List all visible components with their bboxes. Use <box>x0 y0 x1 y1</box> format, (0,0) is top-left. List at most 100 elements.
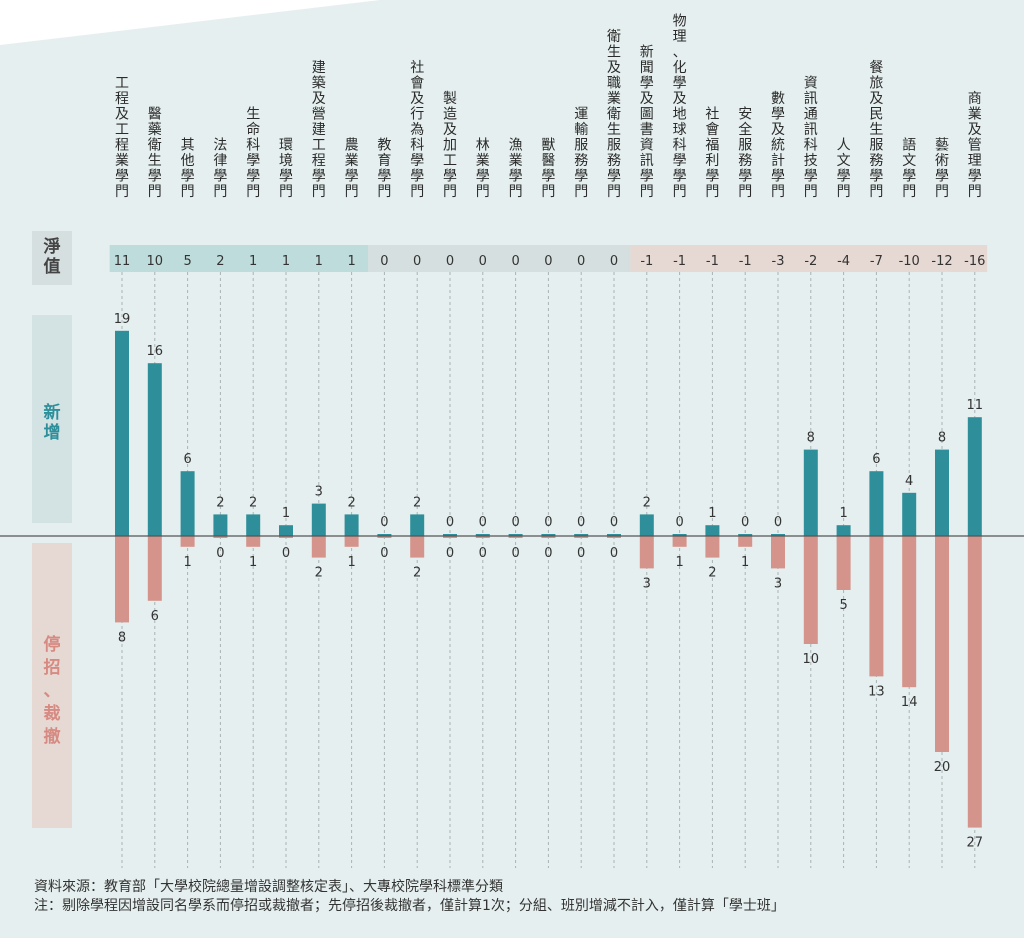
removed-value-label: 0 <box>544 546 552 561</box>
added-value-label: 6 <box>183 452 191 467</box>
removed-bar <box>738 536 753 547</box>
category-label-char: 境 <box>279 153 293 169</box>
net-value-label: 0 <box>380 254 388 269</box>
added-bar <box>246 514 261 536</box>
labels-group: 淨值新增停招、裁撤工程及工程業學門11198醫藥衛生學門10166其他學門561… <box>44 14 986 851</box>
net-value-label: -3 <box>772 254 785 269</box>
added-bar <box>410 514 425 536</box>
category-label-char: 科 <box>804 138 818 154</box>
category-label-char: 科 <box>246 138 260 154</box>
category-label-char: 社 <box>705 107 719 123</box>
category-label-char: 醫 <box>541 153 555 169</box>
category-label-char: 門 <box>148 184 162 200</box>
added-bar <box>574 534 589 536</box>
category-label-char: 衛 <box>607 29 621 45</box>
category-label-char: 生 <box>607 122 621 138</box>
category-label-char: 圖 <box>640 107 654 123</box>
corner-decoration <box>0 0 380 45</box>
added-value-label: 1 <box>708 506 716 521</box>
added-bar <box>803 449 818 536</box>
removed-bar <box>771 536 785 569</box>
removed-bar <box>639 536 654 569</box>
category-label-char: 衛 <box>148 138 162 154</box>
category-label-char: 服 <box>574 138 588 154</box>
category-label-char: 統 <box>771 138 785 154</box>
category-label-char: 業 <box>607 91 621 107</box>
net-value-label: 0 <box>479 254 487 269</box>
net-value-label: 0 <box>446 254 454 269</box>
category-label-char: 工 <box>443 153 457 169</box>
net-row-label-char: 值 <box>44 256 61 277</box>
net-value-label: -10 <box>899 254 920 269</box>
removed-bar <box>410 536 425 558</box>
category-label-char: 利 <box>705 153 719 169</box>
removed-bar <box>967 536 982 828</box>
category-label-char: 運 <box>574 107 588 123</box>
category-label-char: 社 <box>410 60 424 76</box>
added-bar <box>475 534 490 536</box>
net-value-label: -4 <box>837 254 850 269</box>
net-value-label: 1 <box>249 254 257 269</box>
removed-bar <box>869 536 884 677</box>
category-label-char: 學 <box>213 169 227 185</box>
net-zero-band <box>368 245 631 272</box>
category-label-char: 理 <box>968 153 982 169</box>
category-label-char: 術 <box>935 153 949 169</box>
category-label-char: 通 <box>804 107 818 123</box>
category-label-char: 學 <box>377 169 391 185</box>
added-row-label-char: 新 <box>44 402 61 423</box>
category-label-char: 服 <box>869 138 883 154</box>
category-label-char: 輸 <box>574 122 588 138</box>
net-value-label: -7 <box>870 254 883 269</box>
category-label-char: 醫 <box>148 107 162 123</box>
category-label-char: 衛 <box>607 107 621 123</box>
removed-value-label: 0 <box>577 546 585 561</box>
category-label-char: 物 <box>673 14 687 30</box>
removed-bar <box>672 536 687 547</box>
category-label-char: 服 <box>738 138 752 154</box>
added-value-label: 11 <box>967 398 984 413</box>
category-label-char: 生 <box>607 45 621 61</box>
net-label-panel <box>32 231 72 285</box>
category-label-char: 業 <box>345 153 359 169</box>
category-label-char: 業 <box>115 153 129 169</box>
category-label-char: 築 <box>312 76 326 92</box>
removed-value-label: 2 <box>708 566 716 581</box>
added-bar <box>639 514 654 536</box>
added-value-label: 2 <box>216 495 224 510</box>
category-label-char: 科 <box>673 138 687 154</box>
added-value-label: 2 <box>347 495 355 510</box>
removed-value-label: 1 <box>675 555 683 570</box>
added-value-label: 6 <box>872 452 880 467</box>
category-label-char: 其 <box>181 138 195 154</box>
net-value-label: -2 <box>804 254 817 269</box>
net-row-label-char: 淨 <box>44 237 61 257</box>
net-value-label: 0 <box>577 254 585 269</box>
added-value-label: 0 <box>610 515 618 530</box>
removed-value-label: 1 <box>741 555 749 570</box>
net-value-bands <box>109 245 988 272</box>
category-label-char: 管 <box>968 138 982 154</box>
category-label-char: 業 <box>509 153 523 169</box>
category-label-char: 製 <box>443 91 457 107</box>
category-label-char: 學 <box>640 169 654 185</box>
category-label-char: 及 <box>115 107 129 123</box>
removed-bar <box>443 536 457 538</box>
category-label-char: 書 <box>640 122 654 138</box>
category-label-char: 門 <box>738 184 752 200</box>
added-bar <box>902 492 917 536</box>
removed-value-label: 20 <box>934 760 951 775</box>
removed-value-label: 3 <box>774 576 782 591</box>
category-label-char: 語 <box>902 138 916 154</box>
net-value-label: -1 <box>673 254 686 269</box>
category-label-char: 及 <box>673 91 687 107</box>
removed-value-label: 10 <box>803 652 820 667</box>
category-label-char: 加 <box>443 138 457 154</box>
category-label-char: 業 <box>968 107 982 123</box>
removed-value-label: 0 <box>511 546 519 561</box>
net-value-label: -16 <box>964 254 985 269</box>
category-label-char: 門 <box>640 184 654 200</box>
category-label-char: 務 <box>738 153 752 169</box>
category-label-char: 門 <box>377 184 391 200</box>
added-bar <box>311 503 326 536</box>
